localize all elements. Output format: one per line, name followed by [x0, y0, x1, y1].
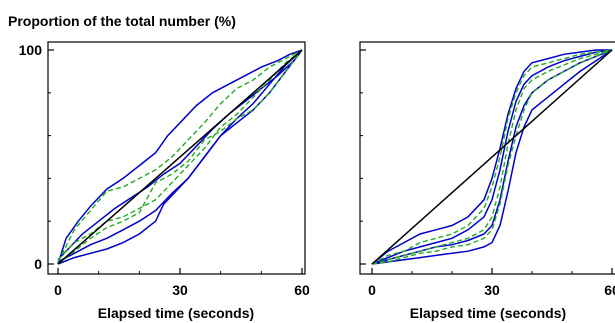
chart-panel-right: 0 30 60 Elapsed time (seconds) — [359, 41, 615, 321]
series-line-1-0 — [371, 49, 612, 265]
series-line-0-1 — [57, 49, 303, 261]
x-tick-label-1-2: 60 — [604, 282, 615, 298]
series-line-1-3 — [371, 49, 613, 265]
series-line-0-0 — [57, 49, 303, 265]
series-layer-left — [57, 49, 303, 265]
series-line-1-5 — [371, 49, 613, 265]
series-line-1-4 — [371, 49, 613, 265]
series-line-1-6 — [371, 49, 613, 265]
x-tick-label-1-0: 0 — [368, 282, 376, 298]
x-axis-label-left: Elapsed time (seconds) — [98, 305, 254, 321]
x-tick-label-0-2: 60 — [294, 282, 310, 298]
x-axis-label-right: Elapsed time (seconds) — [410, 305, 566, 321]
y-tick-label-1: 100 — [19, 42, 43, 58]
ticks-layer-right: 0 30 60 — [360, 49, 615, 298]
series-layer-right — [371, 49, 613, 265]
ticks-layer-left: 0 30 60 0 100 — [19, 42, 310, 298]
plot-frame-right — [359, 41, 615, 275]
x-tick-label-0-0: 0 — [54, 282, 62, 298]
plot-frame-left — [47, 41, 306, 275]
y-axis-label: Proportion of the total number (%) — [8, 13, 236, 29]
series-line-0-4 — [57, 49, 303, 263]
series-line-0-3 — [57, 49, 303, 265]
x-tick-label-1-1: 30 — [484, 282, 500, 298]
chart-panel-left: 0 30 60 0 100 Elapsed time (seconds) — [19, 41, 310, 321]
x-tick-label-0-1: 30 — [172, 282, 188, 298]
series-line-0-7 — [57, 49, 303, 265]
series-line-1-1 — [371, 49, 613, 265]
series-line-1-7 — [371, 49, 613, 265]
y-tick-label-0: 0 — [34, 256, 42, 272]
series-line-0-5 — [57, 49, 303, 265]
